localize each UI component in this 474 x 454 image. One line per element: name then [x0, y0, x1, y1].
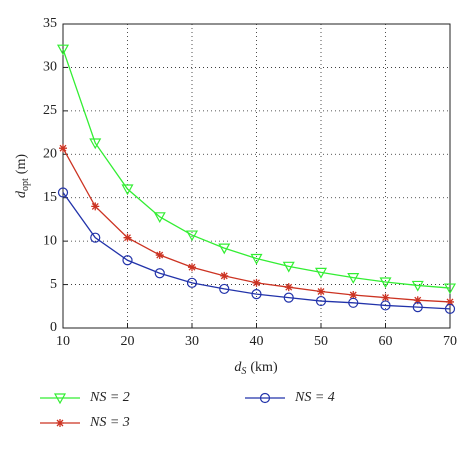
marker	[251, 289, 262, 300]
marker	[381, 293, 390, 302]
series-line	[62, 48, 451, 289]
marker	[252, 278, 261, 287]
y-tick-label: 20	[43, 147, 57, 162]
marker	[59, 144, 67, 153]
marker	[443, 283, 457, 295]
marker	[348, 297, 359, 308]
y-label-symbol: d	[14, 190, 29, 198]
marker	[315, 295, 327, 307]
legend-label: NS = 4	[294, 390, 335, 405]
marker	[380, 300, 391, 311]
x-tick-label: 30	[185, 334, 199, 349]
marker	[411, 280, 424, 292]
y-tick-label: 5	[50, 277, 57, 292]
y-tick-label: 35	[43, 16, 57, 31]
marker	[250, 253, 263, 265]
marker	[123, 233, 132, 242]
x-tick-label: 10	[56, 334, 70, 349]
x-tick-label: 40	[250, 334, 264, 349]
x-label-unit: (km)	[250, 360, 278, 375]
marker	[186, 277, 198, 288]
marker	[56, 44, 70, 56]
marker	[284, 283, 293, 292]
x-label-symbol: d	[234, 360, 242, 375]
legend-label: NS = 3	[89, 415, 130, 430]
marker	[155, 251, 164, 260]
marker	[220, 271, 229, 280]
marker	[90, 232, 101, 243]
legend-marker	[56, 419, 64, 427]
marker	[283, 292, 294, 303]
marker	[347, 273, 360, 284]
marker	[444, 303, 456, 314]
marker	[185, 230, 199, 242]
y-tick-label: 15	[43, 190, 57, 205]
x-tick-label: 20	[121, 334, 135, 349]
y-tick-label: 10	[43, 233, 57, 248]
plot-frame	[62, 23, 451, 329]
marker	[153, 212, 166, 224]
y-tick-label: 25	[43, 103, 57, 118]
marker	[122, 255, 133, 266]
series-line	[62, 192, 451, 310]
y-label-subscript: opt	[20, 178, 31, 191]
legend-marker	[259, 392, 271, 404]
y-axis-label: dopt (m)	[14, 154, 31, 198]
x-tick-label: 60	[379, 334, 393, 349]
marker	[154, 268, 165, 279]
x-tick-label: 50	[314, 334, 328, 349]
marker	[218, 243, 231, 255]
marker	[413, 296, 422, 305]
marker	[349, 290, 358, 299]
marker	[89, 138, 102, 150]
marker	[379, 277, 392, 289]
marker	[446, 297, 454, 306]
legend-marker	[53, 393, 67, 405]
x-tick-label: 70	[443, 334, 457, 349]
marker	[219, 283, 230, 295]
marker	[188, 263, 196, 272]
marker	[121, 184, 134, 196]
marker	[314, 267, 328, 279]
marker	[91, 202, 100, 211]
y-label-unit: (m)	[14, 154, 29, 175]
legend-label: NS = 2	[89, 390, 130, 405]
marker	[412, 302, 423, 313]
y-tick-label: 30	[43, 60, 57, 75]
y-tick-label: 0	[50, 320, 57, 335]
x-label-subscript: S	[241, 366, 246, 377]
x-axis-label: dS (km)	[234, 360, 278, 377]
marker	[317, 287, 325, 296]
marker	[57, 187, 69, 198]
marker	[282, 261, 295, 273]
